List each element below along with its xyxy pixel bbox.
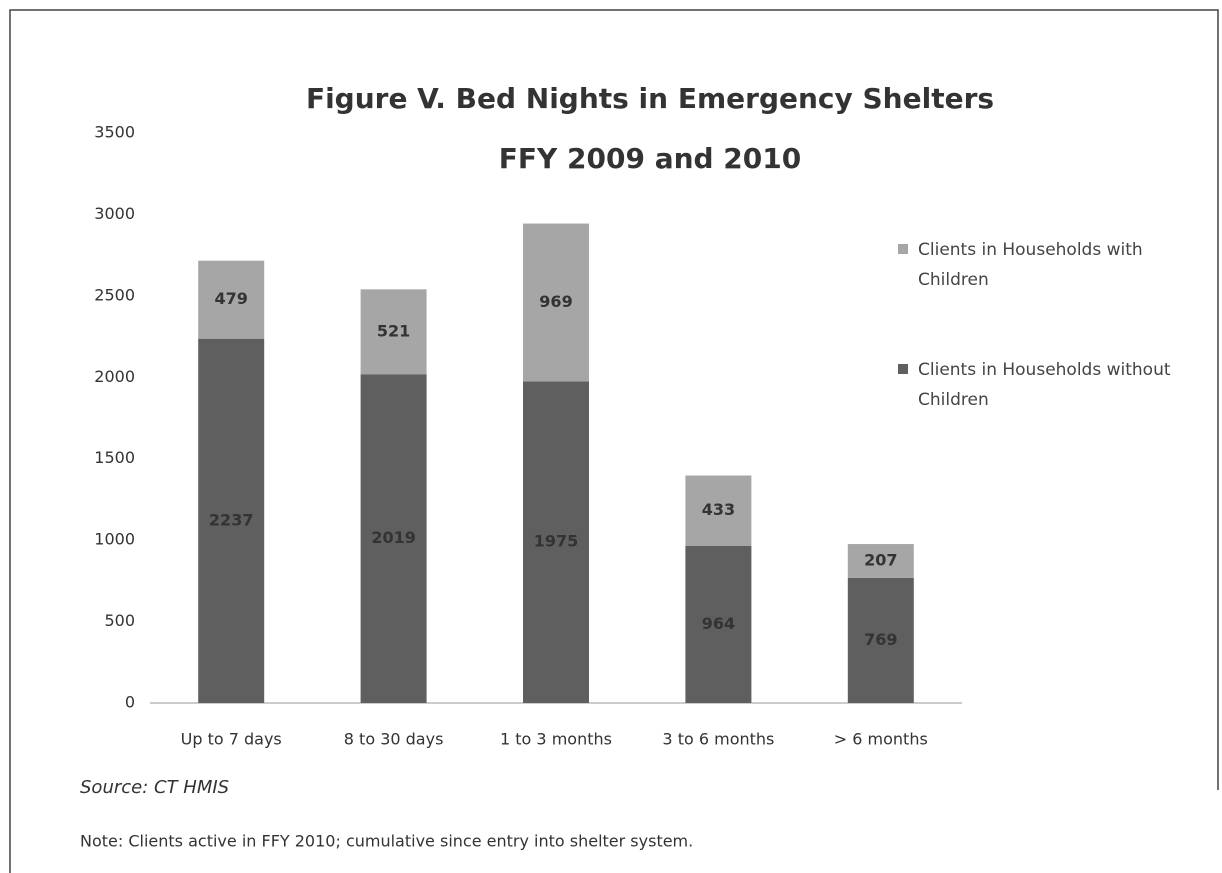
chart-subtitle: FFY 2009 and 2010 bbox=[499, 142, 802, 175]
y-tick-label: 3500 bbox=[94, 123, 135, 142]
legend-label: Clients in Households with Children bbox=[918, 240, 1143, 290]
x-tick-label: > 6 months bbox=[834, 730, 928, 749]
bar-segment bbox=[360, 374, 427, 703]
data-label: 521 bbox=[377, 321, 410, 340]
bar-segment bbox=[685, 546, 752, 703]
frame bbox=[9, 9, 1219, 873]
data-label: 2019 bbox=[371, 528, 416, 547]
bar-segment bbox=[523, 381, 589, 703]
legend-swatch bbox=[898, 244, 908, 254]
data-label: 969 bbox=[539, 292, 572, 311]
bar-segment bbox=[847, 577, 914, 703]
x-tick-label: Up to 7 days bbox=[181, 730, 282, 749]
bar-segment bbox=[847, 544, 914, 578]
data-label: 207 bbox=[864, 550, 897, 569]
y-tick-label: 1000 bbox=[94, 530, 135, 549]
data-label: 1975 bbox=[534, 532, 579, 551]
y-tick-label: 2000 bbox=[94, 367, 135, 386]
legend-swatch bbox=[898, 364, 908, 374]
x-tick-label: 1 to 3 months bbox=[500, 730, 612, 749]
data-label: 2237 bbox=[209, 510, 254, 529]
data-label: 769 bbox=[864, 630, 897, 649]
data-label: 479 bbox=[214, 289, 247, 308]
note: Note: Clients active in FFY 2010; cumula… bbox=[80, 832, 693, 851]
y-tick-label: 3000 bbox=[94, 204, 135, 223]
y-tick-label: 1500 bbox=[94, 448, 135, 467]
legend-label: Clients in Households without Children bbox=[918, 360, 1171, 410]
data-label: 964 bbox=[702, 614, 735, 633]
bar-segment bbox=[523, 223, 589, 382]
bar-segment bbox=[198, 338, 265, 703]
x-tick-label: 8 to 30 days bbox=[344, 730, 444, 749]
chart-title: Figure V. Bed Nights in Emergency Shelte… bbox=[306, 82, 994, 115]
source: Source: CT HMIS bbox=[80, 777, 229, 798]
bar-segment bbox=[198, 260, 265, 339]
x-tick-label: 3 to 6 months bbox=[662, 730, 774, 749]
y-tick-label: 0 bbox=[125, 693, 135, 712]
bar-segment bbox=[685, 475, 752, 547]
bar-segment bbox=[360, 289, 427, 375]
data-label: 433 bbox=[702, 500, 735, 519]
y-tick-label: 500 bbox=[104, 611, 135, 630]
y-tick-label: 2500 bbox=[94, 285, 135, 304]
